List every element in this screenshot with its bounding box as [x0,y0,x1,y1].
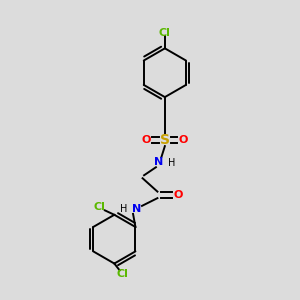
Text: N: N [132,204,141,214]
Text: S: S [160,133,170,147]
Text: O: O [173,190,183,200]
Text: Cl: Cl [159,28,171,38]
Text: H: H [121,204,128,214]
Text: O: O [142,135,151,145]
Text: Cl: Cl [117,269,129,279]
Text: O: O [178,135,188,145]
Text: H: H [168,158,175,168]
Text: Cl: Cl [94,202,105,212]
Text: N: N [154,157,164,167]
